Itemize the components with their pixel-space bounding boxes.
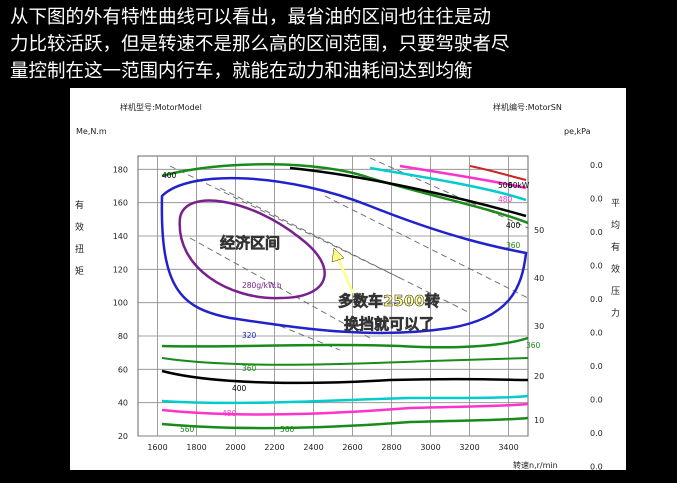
chart-panel: 样机型号:MotorModel 样机编号:MotorSN Me,N.m pe,k… <box>70 88 626 470</box>
y-left-title: 有 效 扭 矩 <box>75 199 84 277</box>
shift-note-line-1: 多数车2500转 <box>338 292 440 310</box>
cyan-contour-upper <box>369 166 527 202</box>
x-tick-label: 3000 <box>420 443 440 452</box>
power-dashed-line <box>169 165 401 279</box>
curve-label: 360 <box>526 341 541 350</box>
black-contour-400-lower <box>161 369 529 385</box>
x-tick-label: 2200 <box>264 443 284 452</box>
power-dashed-line <box>324 195 529 299</box>
economy-zone-annotation: 经济区间 <box>220 234 280 252</box>
y-left-title-c2: 效 <box>75 221 84 233</box>
caption-line-1: 从下图的外有特性曲线可以看出，最省油的区间也往往是动 <box>10 7 492 28</box>
y-left-tick-label: 100 <box>113 299 128 308</box>
y-left-tick-label: 140 <box>113 232 128 241</box>
y-right-pe-tick: 0.0 <box>590 463 603 471</box>
caption-line-2: 力比较活跃，但是转速不是那么高的区间范围，只要驾驶者尽 <box>10 34 510 55</box>
arrow-shaft <box>336 257 355 294</box>
y-left-tick-label: 40 <box>118 399 128 408</box>
y-right-title: 平 均 有 效 压 力 <box>611 198 620 319</box>
y-left-title-c3: 扭 <box>75 243 84 255</box>
green-contour-560 <box>161 416 529 430</box>
y-right-pe-tick: 0.0 <box>590 262 603 271</box>
y-right-title-c1: 平 <box>611 198 620 209</box>
curve-label: 360 <box>242 364 257 373</box>
curve-label: 360 <box>506 241 521 250</box>
x-tick-label: 2600 <box>342 443 362 452</box>
y-left-tick-label: 120 <box>113 265 128 274</box>
y-left-tick-label: 80 <box>118 332 128 341</box>
y-left-tick-label: 180 <box>113 165 128 174</box>
y-right-power-tick: 10 <box>534 416 544 425</box>
y-right-pe-tick: 0.0 <box>590 362 603 371</box>
caption-line-3: 量控制在这一范围内行车，就能在动力和油耗间达到均衡 <box>10 61 473 82</box>
y-right-pe-tick: 0.0 <box>590 396 603 405</box>
purple-contour-280 <box>178 199 326 300</box>
y-right-title-c5: 压 <box>611 286 620 297</box>
x-tick-label: 2800 <box>381 443 401 452</box>
black-contour-400-upper <box>289 166 527 218</box>
y-right-unit: pe,kPa <box>564 127 591 136</box>
x-tick-label: 3400 <box>498 443 518 452</box>
curve-label: 560 <box>180 425 195 434</box>
y-left-tick-label: 60 <box>118 365 128 374</box>
chart-grid <box>137 155 529 437</box>
curve-label: 480 <box>498 195 513 204</box>
green-contour-top <box>161 163 529 225</box>
y-right-power-tick: 30 <box>534 322 544 331</box>
annotation-arrow <box>331 247 355 294</box>
y-left-unit: Me,N.m <box>76 127 107 136</box>
magenta-contour-500 <box>161 402 529 416</box>
y-right-power-tick: 40 <box>534 274 544 283</box>
curve-label: 400 <box>506 221 521 230</box>
magenta-contour-upper <box>399 164 527 190</box>
y-right-power-tick: 20 <box>534 372 544 381</box>
y-right-title-c3: 有 <box>611 241 620 253</box>
engine-map-chart: 样机型号:MotorModel 样机编号:MotorSN Me,N.m pe,k… <box>75 102 620 470</box>
y-right-pe-tick: 0.0 <box>590 228 603 237</box>
y-right-power-tick: 50 <box>534 226 544 235</box>
chart-curves: 400 500 480 400 360 60kW 280g/kW.h 320 360 400 480… <box>160 157 541 434</box>
curve-label: 480 <box>222 409 237 418</box>
y-right-pe-tick: 0.0 <box>590 195 603 204</box>
curve-label: 60kW <box>508 181 530 190</box>
x-tick-label: 2400 <box>303 443 323 452</box>
y-right-title-c4: 效 <box>611 263 620 275</box>
y-left-tick-label: 20 <box>118 432 128 441</box>
chart-ticks: 1600 1800 2000 2200 2400 2600 2800 3000 3200 3400… <box>113 161 603 470</box>
y-left-tick-label: 160 <box>113 199 128 208</box>
green-contour-lower-2 <box>161 357 529 366</box>
red-contour-upper <box>469 165 527 181</box>
power-dashed-line <box>189 237 371 339</box>
y-right-title-c2: 均 <box>611 219 620 231</box>
y-right-title-c6: 力 <box>611 307 620 319</box>
green-contour-360-lower <box>161 336 529 349</box>
y-left-title-c1: 有 <box>75 199 84 211</box>
power-dashed-line <box>369 157 529 229</box>
arrow-head <box>331 247 345 263</box>
blue-contour-320 <box>160 176 528 335</box>
x-tick-label: 1600 <box>147 443 167 452</box>
curve-label: 400 <box>232 384 247 393</box>
caption-text: 从下图的外有特性曲线可以看出，最省油的区间也往往是动 力比较活跃，但是转速不是那… <box>10 4 670 85</box>
serial-label: 样机编号:MotorSN <box>493 102 562 112</box>
x-unit: 转速n,r/min <box>513 460 558 470</box>
curve-label: 560 <box>280 425 295 434</box>
curve-label: 280g/kW.h <box>242 281 282 290</box>
model-label: 样机型号:MotorModel <box>120 102 202 112</box>
x-tick-label: 1800 <box>186 443 206 452</box>
x-tick-label: 3200 <box>459 443 479 452</box>
curve-label: 400 <box>162 171 177 180</box>
cyan-contour-480 <box>161 394 529 405</box>
curve-label: 500 <box>498 181 513 190</box>
x-tick-label: 2000 <box>225 443 245 452</box>
shift-note-line-2: 换挡就可以了 <box>344 315 434 333</box>
y-left-title-c4: 矩 <box>75 265 84 277</box>
y-right-pe-tick: 0.0 <box>590 295 603 304</box>
power-dashed-line <box>219 187 471 314</box>
y-right-pe-tick: 0.0 <box>590 429 603 438</box>
y-right-pe-tick: 0.0 <box>590 161 603 170</box>
curve-label: 320 <box>242 331 257 340</box>
y-right-pe-tick: 0.0 <box>590 329 603 338</box>
